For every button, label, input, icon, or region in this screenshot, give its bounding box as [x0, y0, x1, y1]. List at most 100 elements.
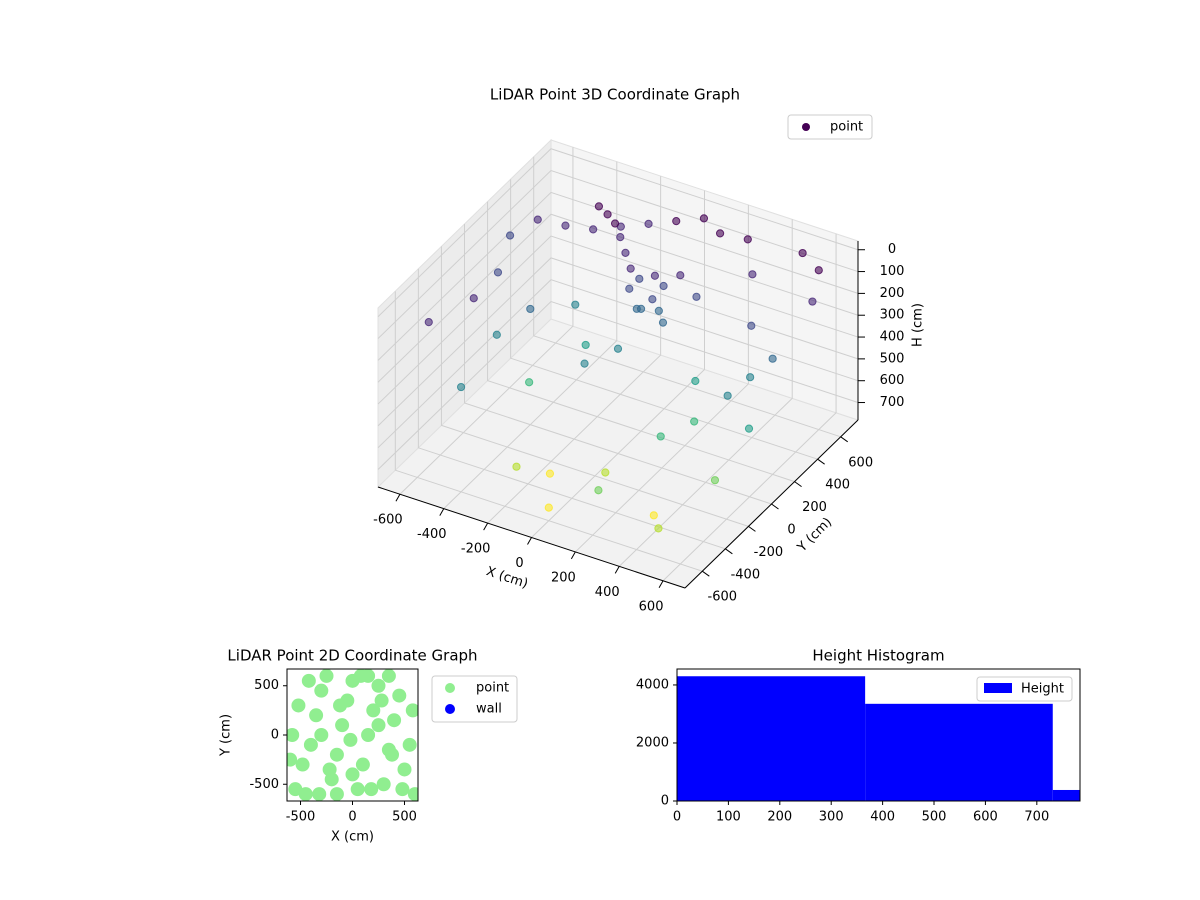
point [309, 708, 324, 723]
point [526, 304, 535, 314]
point [594, 202, 604, 211]
point [589, 225, 598, 234]
point [768, 354, 777, 363]
x-tick [614, 566, 620, 574]
y-tick-label: 500 [254, 678, 279, 693]
point [397, 762, 412, 777]
x-tick [395, 493, 401, 502]
grid-line [464, 224, 772, 505]
x-tick-label: 100 [716, 810, 741, 825]
point [301, 673, 316, 688]
legend-label: point [476, 681, 509, 696]
y-axis-label: Y (cm) [219, 714, 234, 757]
z-tick-label: 500 [880, 351, 905, 366]
point [692, 292, 701, 301]
point [748, 270, 757, 279]
grid-line [377, 235, 859, 405]
x-tick-label: 400 [595, 585, 620, 600]
x-tick-label: 0 [348, 810, 356, 825]
point [469, 294, 478, 303]
grid-line [377, 300, 859, 470]
y-tick [794, 481, 802, 488]
point [658, 318, 668, 327]
x-tick-label: 0 [515, 556, 523, 571]
point [715, 229, 725, 238]
point [298, 787, 313, 801]
z-tick-label: 300 [880, 308, 905, 323]
x-tick-label: 0 [673, 810, 681, 825]
point [364, 782, 379, 797]
bar [677, 676, 866, 801]
point [288, 782, 303, 797]
point [343, 732, 358, 747]
point [699, 214, 709, 223]
x-tick-label: 500 [922, 810, 947, 825]
legend-marker [984, 683, 1012, 693]
point [601, 468, 610, 477]
point [672, 217, 681, 226]
point [649, 511, 658, 520]
point [603, 210, 612, 219]
y-tick [725, 548, 733, 555]
x-tick [439, 508, 445, 516]
point [561, 221, 570, 230]
grid-line [618, 219, 793, 567]
z-tick-label: 0 [888, 242, 896, 257]
y-tick [702, 570, 710, 577]
y-tick-label: 600 [848, 455, 873, 470]
point [456, 382, 466, 392]
point [287, 752, 298, 767]
point [287, 728, 300, 742]
y-tick-label: 400 [825, 478, 850, 493]
grid-line [487, 176, 662, 524]
grid-line [662, 233, 837, 582]
y-tick [748, 525, 756, 532]
y-tick-label: 4000 [636, 677, 669, 692]
point [580, 359, 589, 368]
z-tick-label: 100 [880, 264, 905, 279]
x-tick-label: 500 [392, 810, 417, 825]
y-tick-label: 0 [787, 523, 795, 538]
point [723, 391, 732, 400]
point [644, 219, 653, 229]
points-3d [424, 202, 823, 533]
point [319, 669, 334, 683]
point [581, 340, 590, 350]
point [314, 728, 329, 742]
x-tick-label: -400 [417, 527, 447, 542]
point [291, 698, 306, 713]
point [616, 233, 625, 242]
y-tick [840, 436, 848, 443]
grid-line [377, 257, 859, 427]
point [545, 469, 555, 478]
point [361, 669, 376, 683]
grid-line [531, 190, 705, 538]
x-axis-label: X (cm) [331, 830, 374, 845]
grid-line [533, 156, 841, 438]
legend-box [787, 114, 873, 140]
point [335, 718, 350, 733]
z-axis-label: H (cm) [911, 303, 926, 347]
x-tick-label: -600 [373, 513, 403, 528]
x-tick-label: 300 [819, 810, 844, 825]
point [659, 281, 668, 291]
points-2d [287, 669, 418, 801]
point [626, 264, 635, 273]
point [385, 747, 400, 762]
point [635, 274, 644, 283]
x-tick-label: 600 [973, 810, 998, 825]
z-tick-label: 700 [880, 395, 905, 410]
x-tick-label: 700 [1024, 810, 1049, 825]
point [571, 300, 580, 309]
x-tick [527, 537, 532, 545]
z-tick-label: 200 [880, 286, 905, 301]
point [632, 304, 641, 313]
x-tick-label: 200 [767, 810, 792, 825]
point [512, 462, 521, 471]
point [350, 782, 365, 797]
point [747, 321, 756, 330]
grid-line [487, 201, 795, 483]
point [424, 318, 433, 327]
bar [1052, 789, 1080, 801]
